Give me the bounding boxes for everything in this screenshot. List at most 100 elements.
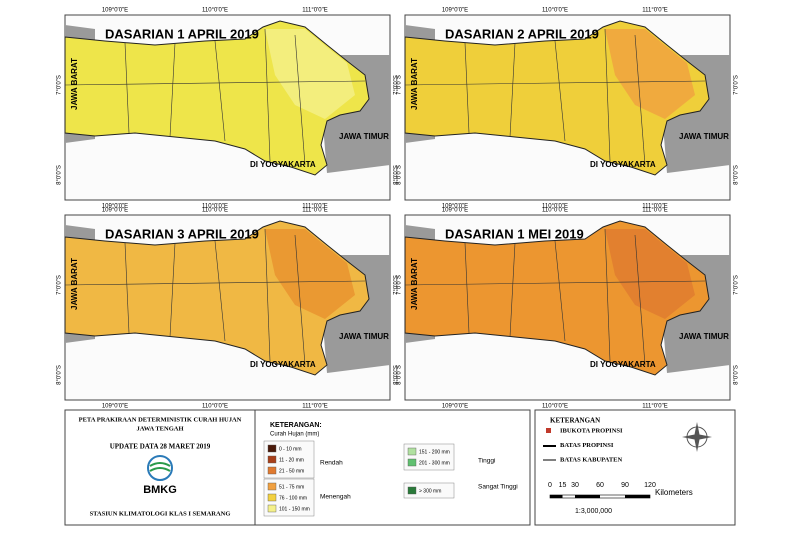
longitude-label: 109°0'0"E — [442, 204, 468, 210]
region-label: JAWA TIMUR — [339, 132, 389, 141]
scale-segment — [575, 495, 600, 498]
region-zone — [265, 29, 355, 119]
legend-swatch — [267, 455, 277, 464]
longitude-label: 109°0'0"E — [102, 204, 128, 210]
latitude-label: 8°0'0"S — [397, 165, 403, 185]
legend-swatch — [407, 458, 417, 467]
longitude-label: 111°0'0"E — [302, 8, 327, 14]
legend-item: 0 - 10 mm — [279, 446, 302, 452]
legend-item: 21 - 50 mm — [279, 468, 304, 474]
latitude-label: 8°0'0"S — [397, 365, 403, 385]
region-label: JAWA BARAT — [70, 58, 79, 110]
district-border — [604, 28, 611, 162]
legend-swatch — [267, 504, 277, 513]
longitude-label: 110°0'0"E — [542, 404, 568, 410]
longitude-label: 111°0'0"E — [642, 204, 667, 210]
scale-label: 120 — [644, 482, 656, 489]
key-title: KETERANGAN — [550, 417, 600, 425]
district-border — [464, 42, 470, 134]
district-border — [64, 280, 366, 286]
panel-title: DASARIAN 2 APRIL 2019 — [445, 26, 599, 41]
district-border — [169, 242, 176, 338]
longitude-label: 109°0'0"E — [442, 8, 468, 14]
logo-waves — [149, 462, 171, 472]
key-item: BATAS KABUPATEN — [560, 456, 622, 463]
legend-swatch — [267, 493, 277, 502]
longitude-label: 111°0'0"E — [302, 404, 327, 410]
capital-symbol — [546, 428, 551, 433]
scale-label: 60 — [596, 482, 604, 489]
district-border — [604, 228, 611, 362]
legend-group-name: Tinggi — [478, 458, 495, 465]
legend-item: 51 - 75 mm — [279, 484, 304, 490]
longitude-label: 111°0'0"E — [302, 208, 327, 214]
scale-segment — [550, 495, 563, 498]
district-border — [554, 40, 566, 142]
legend-subtitle: Curah Hujan (mm) — [270, 432, 319, 438]
latitude-label: 8°0'0"S — [394, 165, 400, 185]
latitude-label: 7°0'0"S — [734, 275, 740, 295]
map-panel: DASARIAN 3 APRIL 2019 JAWA BARAT JAWA TIMU… — [57, 208, 400, 410]
key-item: BATAS PROPINSI — [560, 442, 614, 449]
district-border — [169, 42, 176, 138]
map-panel: DASARIAN 1 MEI 2019 JAWA BARAT JAWA TIMUR D… — [397, 208, 740, 410]
district-border — [404, 280, 706, 286]
region-zone — [605, 229, 695, 319]
latitude-label: 7°0'0"S — [57, 75, 63, 95]
scale-label: 0 — [548, 482, 552, 489]
region-label: DI YOGYAKARTA — [250, 360, 316, 369]
key-item: IBUKOTA PROPINSI — [560, 427, 623, 434]
latitude-label: 8°0'0"S — [57, 365, 63, 385]
longitude-label: 109°0'0"E — [102, 208, 128, 214]
latitude-label: 7°0'0"S — [397, 275, 403, 295]
longitude-label: 110°0'0"E — [542, 208, 568, 214]
scale-ratio: 1:3,000,000 — [575, 508, 612, 515]
legend-swatch — [267, 482, 277, 491]
region-label: DI YOGYAKARTA — [590, 360, 656, 369]
region-label: JAWA TIMUR — [679, 332, 729, 341]
district-border — [509, 42, 516, 138]
latitude-label: 8°0'0"S — [734, 365, 740, 385]
district-border — [464, 242, 470, 334]
info-region: JAWA TENGAH — [136, 425, 183, 432]
district-border — [264, 28, 271, 162]
scale-unit: Kilometers — [655, 488, 693, 497]
longitude-label: 111°0'0"E — [302, 204, 327, 210]
region-zone — [605, 29, 695, 119]
legend-item: 201 - 300 mm — [419, 460, 450, 466]
latitude-label: 7°0'0"S — [394, 75, 400, 95]
legend-item: > 300 mm — [419, 488, 441, 494]
panel-title: DASARIAN 1 APRIL 2019 — [105, 26, 259, 41]
map-panel: DASARIAN 2 APRIL 2019 JAWA BARAT JAWA TIMU… — [397, 8, 740, 210]
scale-label: 30 — [571, 482, 579, 489]
panel-title: DASARIAN 3 APRIL 2019 — [105, 226, 259, 241]
region-label: JAWA TIMUR — [339, 332, 389, 341]
legend-group-name: Sangat Tinggi — [478, 484, 518, 491]
longitude-label: 110°0'0"E — [202, 404, 228, 410]
legend-item: 76 - 100 mm — [279, 495, 307, 501]
legend-group-box — [403, 482, 455, 499]
scale-label: 15 — [559, 482, 567, 489]
longitude-label: 110°0'0"E — [202, 8, 228, 14]
legend-swatch — [407, 486, 417, 495]
district-border — [404, 80, 706, 86]
region-label: DI YOGYAKARTA — [590, 160, 656, 169]
district-border — [214, 240, 226, 342]
region-zone — [265, 229, 355, 319]
longitude-label: 111°0'0"E — [642, 8, 667, 14]
logo-text: BMKG — [143, 484, 177, 496]
district-border — [124, 242, 130, 334]
region-label: JAWA BARAT — [410, 258, 419, 310]
district-border — [264, 228, 271, 362]
district-border — [634, 34, 646, 166]
scale-segment — [625, 495, 650, 498]
district-border — [214, 40, 226, 142]
longitude-label: 110°0'0"E — [202, 204, 228, 210]
latitude-label: 8°0'0"S — [57, 165, 63, 185]
district-border — [64, 80, 366, 86]
info-station: STASIUN KLIMATOLOGI KLAS I SEMARANG — [90, 510, 231, 517]
compass-star — [682, 422, 712, 452]
district-border — [294, 34, 306, 166]
region-label: JAWA BARAT — [70, 258, 79, 310]
